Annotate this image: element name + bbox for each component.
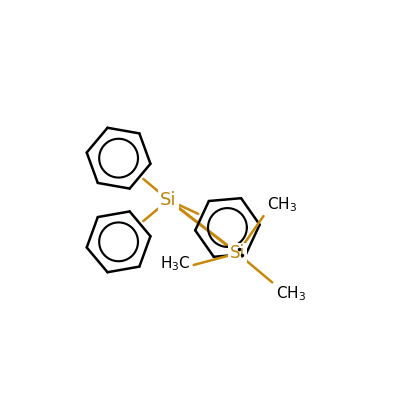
Text: H$_3$C: H$_3$C	[160, 254, 190, 273]
Text: CH$_3$: CH$_3$	[276, 284, 306, 303]
Text: Si: Si	[160, 191, 177, 209]
Text: CH$_3$: CH$_3$	[267, 196, 297, 214]
Text: Si: Si	[230, 244, 245, 262]
